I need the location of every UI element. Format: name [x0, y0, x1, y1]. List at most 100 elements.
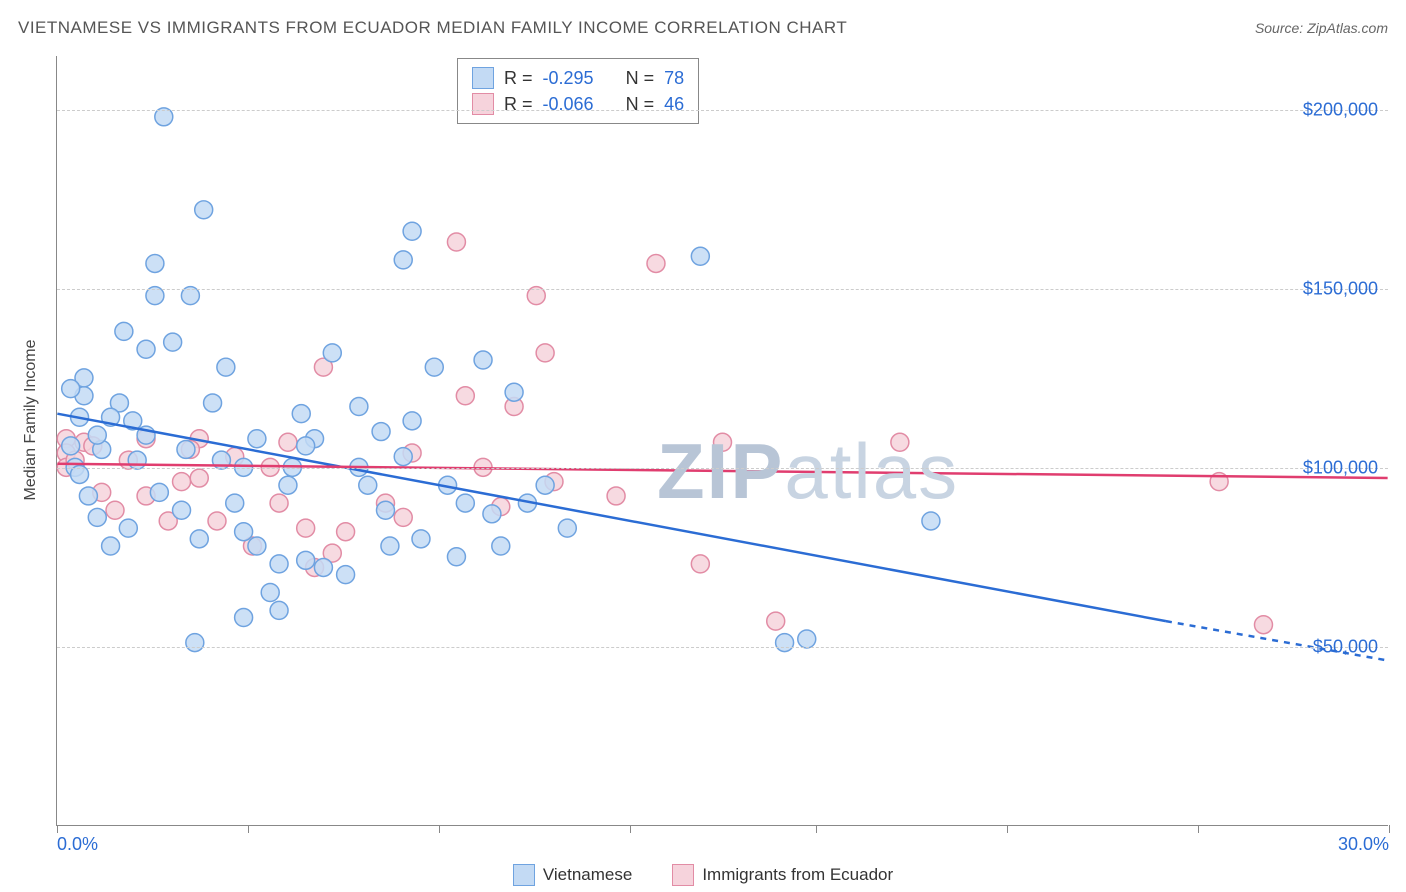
- scatter-point: [106, 501, 124, 519]
- scatter-point: [190, 469, 208, 487]
- scatter-point: [217, 358, 235, 376]
- legend-item: Vietnamese: [513, 864, 632, 886]
- scatter-point: [337, 523, 355, 541]
- legend-label: Immigrants from Ecuador: [702, 865, 893, 885]
- scatter-point: [195, 201, 213, 219]
- x-tick: [439, 825, 440, 833]
- x-tick: [1389, 825, 1390, 833]
- y-tick-label: $200,000: [1303, 99, 1378, 120]
- scatter-point: [88, 426, 106, 444]
- scatter-point: [922, 512, 940, 530]
- scatter-point: [337, 566, 355, 584]
- scatter-point: [248, 430, 266, 448]
- scatter-point: [714, 433, 732, 451]
- scatter-point: [173, 473, 191, 491]
- legend-swatch: [672, 864, 694, 886]
- scatter-point: [447, 233, 465, 251]
- scatter-point: [314, 558, 332, 576]
- plot-area: ZIPatlas R =-0.295N =78R =-0.066N =46 $5…: [56, 56, 1388, 826]
- scatter-point: [88, 508, 106, 526]
- correlation-legend: R = -0.295 N = 78R =-0.066N =46: [457, 58, 699, 124]
- source-label: Source: ZipAtlas.com: [1255, 20, 1388, 36]
- scatter-point: [403, 222, 421, 240]
- scatter-point: [297, 519, 315, 537]
- gridline: [57, 110, 1388, 111]
- scatter-point: [79, 487, 97, 505]
- scatter-point: [412, 530, 430, 548]
- scatter-point: [456, 387, 474, 405]
- legend-item: Immigrants from Ecuador: [672, 864, 893, 886]
- scatter-point: [492, 537, 510, 555]
- x-tick: [1007, 825, 1008, 833]
- scatter-point: [248, 537, 266, 555]
- scatter-point: [270, 494, 288, 512]
- scatter-point: [297, 437, 315, 455]
- scatter-point: [447, 548, 465, 566]
- scatter-point: [164, 333, 182, 351]
- scatter-point: [204, 394, 222, 412]
- x-tick: [248, 825, 249, 833]
- legend-label: Vietnamese: [543, 865, 632, 885]
- scatter-point: [292, 405, 310, 423]
- gridline: [57, 468, 1388, 469]
- scatter-point: [177, 440, 195, 458]
- scatter-point: [62, 437, 80, 455]
- r-value: -0.066: [543, 94, 594, 115]
- x-tick: [1198, 825, 1199, 833]
- scatter-point: [323, 344, 341, 362]
- scatter-point: [381, 537, 399, 555]
- x-tick-label: 30.0%: [1338, 834, 1389, 855]
- scatter-point: [483, 505, 501, 523]
- scatter-point: [186, 634, 204, 652]
- scatter-point: [425, 358, 443, 376]
- scatter-point: [372, 423, 390, 441]
- correlation-row: R = -0.295 N = 78: [472, 65, 684, 91]
- x-tick: [57, 825, 58, 833]
- scatter-point: [474, 351, 492, 369]
- scatter-point: [297, 551, 315, 569]
- correlation-row: R =-0.066N =46: [472, 91, 684, 117]
- scatter-point: [536, 344, 554, 362]
- scatter-point: [102, 537, 120, 555]
- scatter-point: [235, 523, 253, 541]
- scatter-point: [279, 433, 297, 451]
- scatter-point: [270, 555, 288, 573]
- n-value: 78: [664, 68, 684, 89]
- scatter-point: [505, 383, 523, 401]
- scatter-point: [190, 530, 208, 548]
- scatter-point: [377, 501, 395, 519]
- scatter-point: [150, 483, 168, 501]
- n-label: N =: [626, 68, 655, 89]
- scatter-point: [261, 584, 279, 602]
- trend-line: [57, 464, 1387, 478]
- scatter-point: [115, 322, 133, 340]
- scatter-point: [536, 476, 554, 494]
- scatter-point: [279, 476, 297, 494]
- x-tick-label: 0.0%: [57, 834, 98, 855]
- scatter-point: [607, 487, 625, 505]
- r-label: R =: [504, 68, 533, 89]
- scatter-point: [359, 476, 377, 494]
- x-tick: [816, 825, 817, 833]
- scatter-point: [394, 251, 412, 269]
- scatter-point: [691, 247, 709, 265]
- scatter-point: [647, 254, 665, 272]
- x-tick: [630, 825, 631, 833]
- scatter-point: [456, 494, 474, 512]
- r-value: -0.295: [543, 68, 594, 89]
- scatter-point: [226, 494, 244, 512]
- scatter-point: [394, 448, 412, 466]
- scatter-point: [691, 555, 709, 573]
- scatter-point: [146, 254, 164, 272]
- scatter-point: [270, 601, 288, 619]
- y-tick-label: $50,000: [1313, 636, 1378, 657]
- scatter-point: [767, 612, 785, 630]
- y-tick-label: $100,000: [1303, 457, 1378, 478]
- legend-swatch: [472, 93, 494, 115]
- scatter-point: [128, 451, 146, 469]
- gridline: [57, 647, 1388, 648]
- scatter-point: [208, 512, 226, 530]
- scatter-point: [558, 519, 576, 537]
- scatter-point: [62, 380, 80, 398]
- scatter-point: [350, 398, 368, 416]
